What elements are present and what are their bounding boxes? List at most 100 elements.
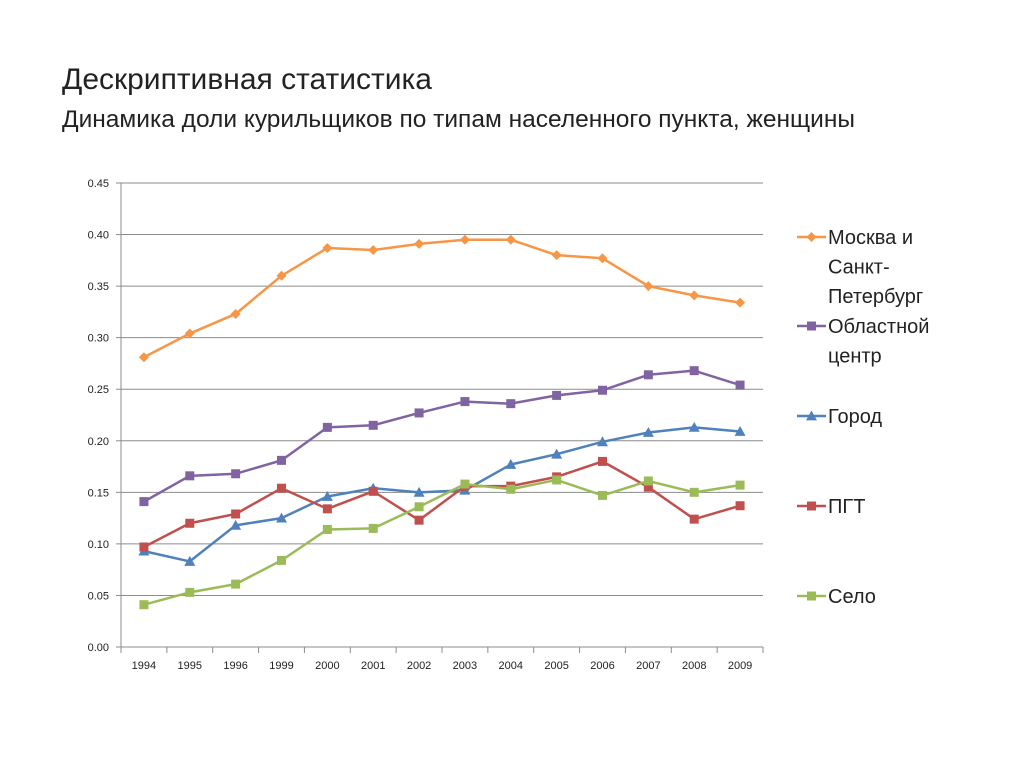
data-point [322,242,333,253]
series-3 [139,456,745,552]
series-2 [138,421,746,566]
y-tick-label: 0.10 [88,539,109,551]
legend-label: Город [828,406,882,428]
data-point [552,390,562,400]
data-point [368,486,378,496]
data-point [598,490,607,500]
data-point [414,238,425,249]
data-point [735,480,745,490]
x-tick-label: 1996 [223,660,247,672]
data-point [414,408,424,418]
series-line [143,238,741,359]
data-point [598,456,607,466]
data-point [806,232,817,242]
data-point [689,366,699,376]
series-line [143,426,741,563]
data-point [734,425,746,436]
data-point [139,497,149,507]
data-point [230,308,241,319]
x-tick-label: 2005 [544,660,568,672]
data-point [322,422,332,432]
data-point [689,290,700,301]
data-point [277,483,286,493]
data-point [322,524,332,534]
data-point [184,328,195,339]
series-0 [138,234,746,363]
data-point [139,542,149,552]
data-point [551,250,562,261]
y-tick-label: 0.05 [88,590,109,602]
legend-label: Областной [828,316,929,338]
series-1 [139,366,745,507]
data-point [598,385,607,395]
data-point [185,518,195,528]
x-tick-label: 1994 [132,660,156,672]
x-tick-label: 1995 [178,660,202,672]
data-point [414,515,424,525]
slide-title: Дескриптивная статистика [62,63,432,96]
legend-entry-1: Областной центр [797,316,929,368]
data-point [643,482,653,492]
data-point [276,512,287,523]
data-point [277,555,286,565]
data-point [368,420,378,430]
data-point [413,486,425,497]
data-point [460,479,470,489]
data-point [231,509,241,519]
data-point [414,502,424,512]
data-point [505,234,516,245]
data-point [597,253,608,264]
legend-entry-2: Город [797,406,882,428]
data-point [460,397,470,407]
x-tick-label: 2001 [361,660,385,672]
chart-legend: Москва и Санкт- Петербург Областной центр Гор… [797,227,929,608]
data-point [689,514,699,524]
data-point [689,487,699,497]
data-point [138,352,149,363]
chart-grid [121,182,763,596]
data-point [735,297,746,308]
data-point [322,504,332,514]
data-point [277,455,286,465]
chart-axes: 0.00 0.05 0.10 0.15 0.20 0.25 0.30 0.35 0.40 0.45… [88,178,764,672]
data-point [807,321,816,331]
data-point [643,370,653,380]
data-point [139,600,149,610]
legend-label: Петербург [828,286,923,308]
data-point [231,579,241,589]
data-point [642,427,654,437]
data-point [552,475,562,485]
x-tick-label: 2003 [453,660,477,672]
data-point [231,469,241,479]
data-point [597,436,608,447]
data-point [643,281,654,292]
data-point [185,471,195,481]
data-point [806,410,817,421]
y-tick-label: 0.20 [88,436,109,448]
x-tick-label: 1999 [269,660,293,672]
series-4 [139,475,745,610]
data-point [735,501,745,511]
data-point [688,421,700,432]
y-tick-label: 0.35 [88,281,109,293]
data-point [735,380,745,390]
legend-label: Село [828,586,876,608]
data-point [551,448,563,459]
chart-series [138,234,746,610]
legend-entry-0: Москва и Санкт- Петербург [797,227,923,308]
legend-entry-3: ПГТ [797,496,865,518]
series-line [143,369,741,503]
x-tick-label: 2006 [590,660,614,672]
x-tick-label: 2002 [407,660,431,672]
data-point [184,555,196,566]
data-point [506,484,516,494]
y-tick-label: 0.25 [88,384,109,396]
legend-label: Москва и [828,227,913,249]
data-point [368,245,379,256]
y-tick-label: 0.00 [88,642,109,654]
y-tick-label: 0.15 [88,487,109,499]
x-tick-label: 2009 [728,660,752,672]
data-point [459,234,470,245]
data-point [276,270,287,281]
